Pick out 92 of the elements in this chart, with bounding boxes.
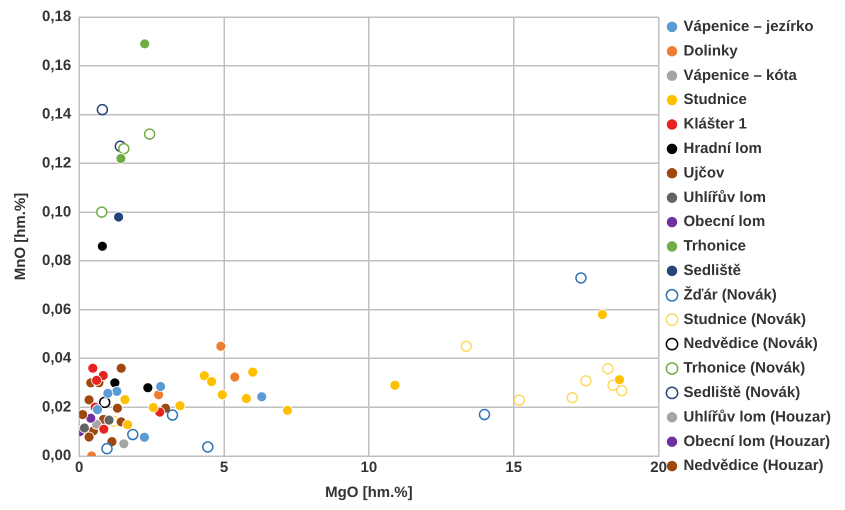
point (84, 432, 94, 442)
y-tick-label: 0,06 (42, 300, 72, 318)
legend-label: Obecní lom (684, 213, 766, 230)
point (111, 386, 122, 397)
x-axis-title: MgO [hm.%] (325, 484, 413, 502)
legend-label: Studnice (Novák) (684, 310, 806, 328)
legend-label: Trhonice (Novák) (684, 360, 806, 377)
point (198, 370, 210, 382)
point (98, 424, 110, 435)
point (84, 394, 94, 406)
point (155, 381, 166, 392)
point (216, 389, 228, 400)
y-tick-label: 0,02 (42, 398, 72, 416)
point (602, 362, 614, 374)
point (96, 240, 108, 252)
point (109, 377, 120, 388)
point (91, 374, 102, 386)
point (120, 394, 130, 406)
point (122, 419, 133, 430)
x-tick-label: 15 (505, 459, 522, 476)
y-tick-label: 0,04 (42, 350, 72, 367)
legend-label: Hradní lom (684, 140, 762, 158)
point (79, 422, 90, 434)
y-tick-label: 0,18 (42, 8, 72, 26)
point (102, 388, 114, 399)
y-axis-title: MnO [hm.%] (12, 192, 30, 280)
x-tick-label: 5 (220, 459, 228, 476)
point (112, 402, 123, 414)
point (92, 404, 103, 416)
legend-label: Studnice (684, 91, 747, 108)
legend-label: Uhlířův lom (684, 188, 766, 206)
point (575, 272, 587, 284)
point (138, 432, 150, 443)
legend-label: Trhonice (684, 238, 746, 255)
point (460, 340, 472, 352)
y-tick-label: 0,12 (42, 154, 72, 172)
legend-label: Dolinky (684, 42, 738, 60)
y-tick-label: 0,16 (42, 56, 72, 74)
point (142, 382, 154, 394)
point (229, 372, 240, 382)
point (174, 400, 186, 412)
legend-label: Sedliště (Novák) (684, 384, 800, 402)
legend-label: Vápenice – kóta (684, 66, 798, 84)
point (79, 409, 88, 420)
point (166, 409, 178, 421)
point (478, 408, 490, 420)
point (144, 128, 156, 140)
legend-label: Sedliště (684, 262, 742, 280)
point (139, 38, 150, 50)
legend-label: Klášter 1 (684, 116, 747, 133)
point (580, 375, 592, 387)
point (116, 362, 127, 374)
x-tick-label: 0 (75, 459, 84, 476)
point (596, 309, 608, 320)
point (127, 428, 139, 440)
point (256, 391, 268, 402)
y-tick-label: 0,08 (42, 252, 72, 270)
y-tick-label: 0,14 (42, 106, 72, 123)
point (206, 376, 217, 388)
point (202, 441, 214, 453)
legend-label: Ujčov (684, 164, 725, 182)
point (514, 394, 525, 406)
point (96, 206, 108, 218)
y-tick-label: 0,00 (42, 447, 72, 464)
point (96, 104, 108, 116)
point (116, 153, 126, 164)
point (282, 404, 293, 416)
point (85, 412, 96, 424)
legend-label: Nedvědice (Novák) (684, 335, 818, 352)
legend-label: Vápenice – jezírko (684, 18, 814, 36)
point (98, 396, 110, 408)
y-tick-label: 0,10 (42, 203, 72, 220)
point (215, 340, 226, 352)
point (247, 366, 258, 378)
point (614, 374, 625, 386)
point (118, 142, 130, 154)
point (118, 438, 130, 450)
point (240, 393, 252, 404)
legend-label: Nedvědice (Houzar) (684, 457, 824, 474)
point (113, 212, 124, 222)
point (566, 392, 578, 404)
legend-label: Uhlířův lom (Houzar) (684, 408, 832, 426)
point (148, 402, 159, 413)
point (390, 380, 400, 391)
x-tick-label: 10 (360, 459, 378, 476)
legend-label: Žďár (Novák) (684, 285, 777, 304)
x-tick-label: 20 (650, 459, 667, 476)
point (87, 362, 98, 374)
point (101, 442, 113, 454)
point (104, 414, 114, 426)
point (616, 384, 628, 396)
legend-label: Obecní lom (Houzar) (684, 432, 830, 450)
